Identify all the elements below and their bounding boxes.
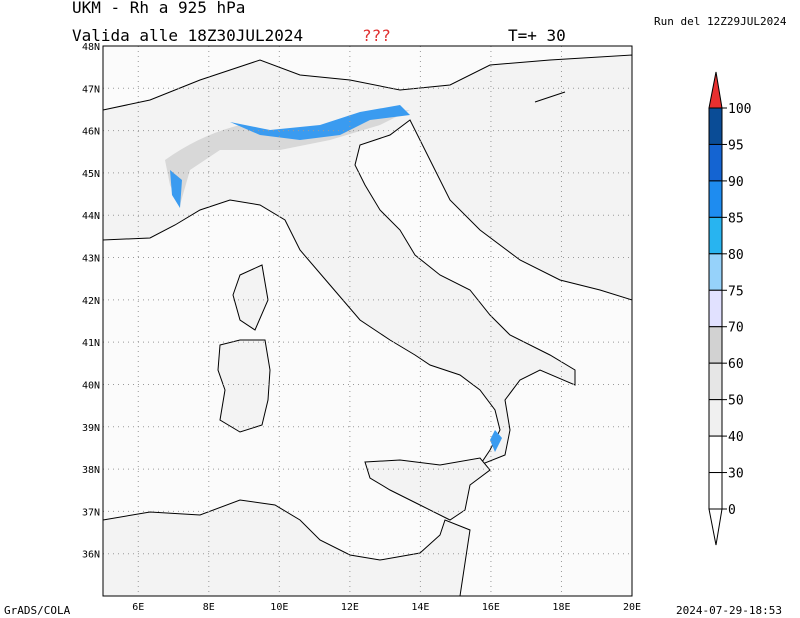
colorbar-segment [708, 399, 723, 437]
forecast-step: T=+ 30 [508, 26, 566, 45]
colorbar-segment [708, 180, 723, 218]
colorbar-label: 80 [728, 248, 744, 263]
lat-tick-label: 47N [82, 84, 100, 95]
colorbar-label: 60 [728, 357, 744, 372]
colorbar: 100 95 90 85 80 75 70 60 50 40 30 0 [708, 71, 751, 546]
colorbar-label: 75 [728, 284, 744, 299]
lon-tick-label: 10E [270, 602, 288, 613]
lon-tick-label: 14E [411, 602, 429, 613]
colorbar-segment [708, 216, 723, 255]
lat-tick-label: 44N [82, 211, 100, 222]
lat-tick-label: 40N [82, 380, 100, 391]
mainland [102, 54, 633, 467]
colorbar-label: 95 [728, 138, 744, 153]
colorbar-top-arrow [708, 71, 723, 109]
lake [534, 91, 566, 103]
lon-tick-label: 20E [623, 602, 641, 613]
colorbar-label: 0 [728, 503, 736, 518]
colorbar-label: 70 [728, 321, 744, 336]
lat-tick-label: 45N [82, 169, 100, 180]
colorbar-segment [708, 362, 723, 401]
lat-tick-label: 46N [82, 127, 100, 138]
colorbar-bottom-arrow [708, 508, 723, 546]
run-time: Run del 12Z29JUL2024 [654, 15, 787, 28]
colorbar-segment [708, 326, 723, 364]
colorbar-label: 90 [728, 175, 744, 190]
flag: ??? [362, 26, 391, 45]
colorbar-segment [708, 143, 723, 182]
lat-tick-label: 36N [82, 550, 100, 561]
lon-tick-label: 12E [341, 602, 359, 613]
sardinia [217, 339, 271, 433]
shading [165, 110, 410, 205]
colorbar-segment [708, 289, 723, 328]
colorbar-label: 100 [728, 102, 751, 117]
lon-tick-label: 6E [132, 602, 144, 613]
colorbar-segment [708, 107, 723, 145]
lat-tick-label: 38N [82, 465, 100, 476]
lon-tick-label: 18E [552, 602, 570, 613]
lon-tick-label: 8E [203, 602, 215, 613]
footer-right: 2024-07-29-18:53 [676, 604, 782, 617]
colorbar-segment [708, 435, 723, 474]
footer-left: GrADS/COLA [4, 604, 71, 617]
colorbar-segment [708, 472, 723, 510]
colorbar-label: 50 [728, 394, 744, 409]
valid-time: Valida alle 18Z30JUL2024 [72, 26, 303, 45]
africa [102, 499, 471, 597]
map [102, 45, 633, 597]
title: UKM - Rh a 925 hPa [72, 0, 245, 17]
lat-tick-label: 48N [82, 42, 100, 53]
lat-tick-label: 41N [82, 338, 100, 349]
lat-tick-label: 43N [82, 254, 100, 265]
lat-tick-label: 37N [82, 507, 100, 518]
colorbar-segment [708, 253, 723, 291]
lat-tick-label: 42N [82, 296, 100, 307]
colorbar-label: 40 [728, 430, 744, 445]
colorbar-label: 85 [728, 211, 744, 226]
colorbar-label: 30 [728, 467, 744, 482]
sicily [364, 457, 491, 521]
corsica [232, 264, 269, 331]
lat-tick-label: 39N [82, 423, 100, 434]
map-frame [102, 45, 633, 597]
lon-tick-label: 16E [482, 602, 500, 613]
